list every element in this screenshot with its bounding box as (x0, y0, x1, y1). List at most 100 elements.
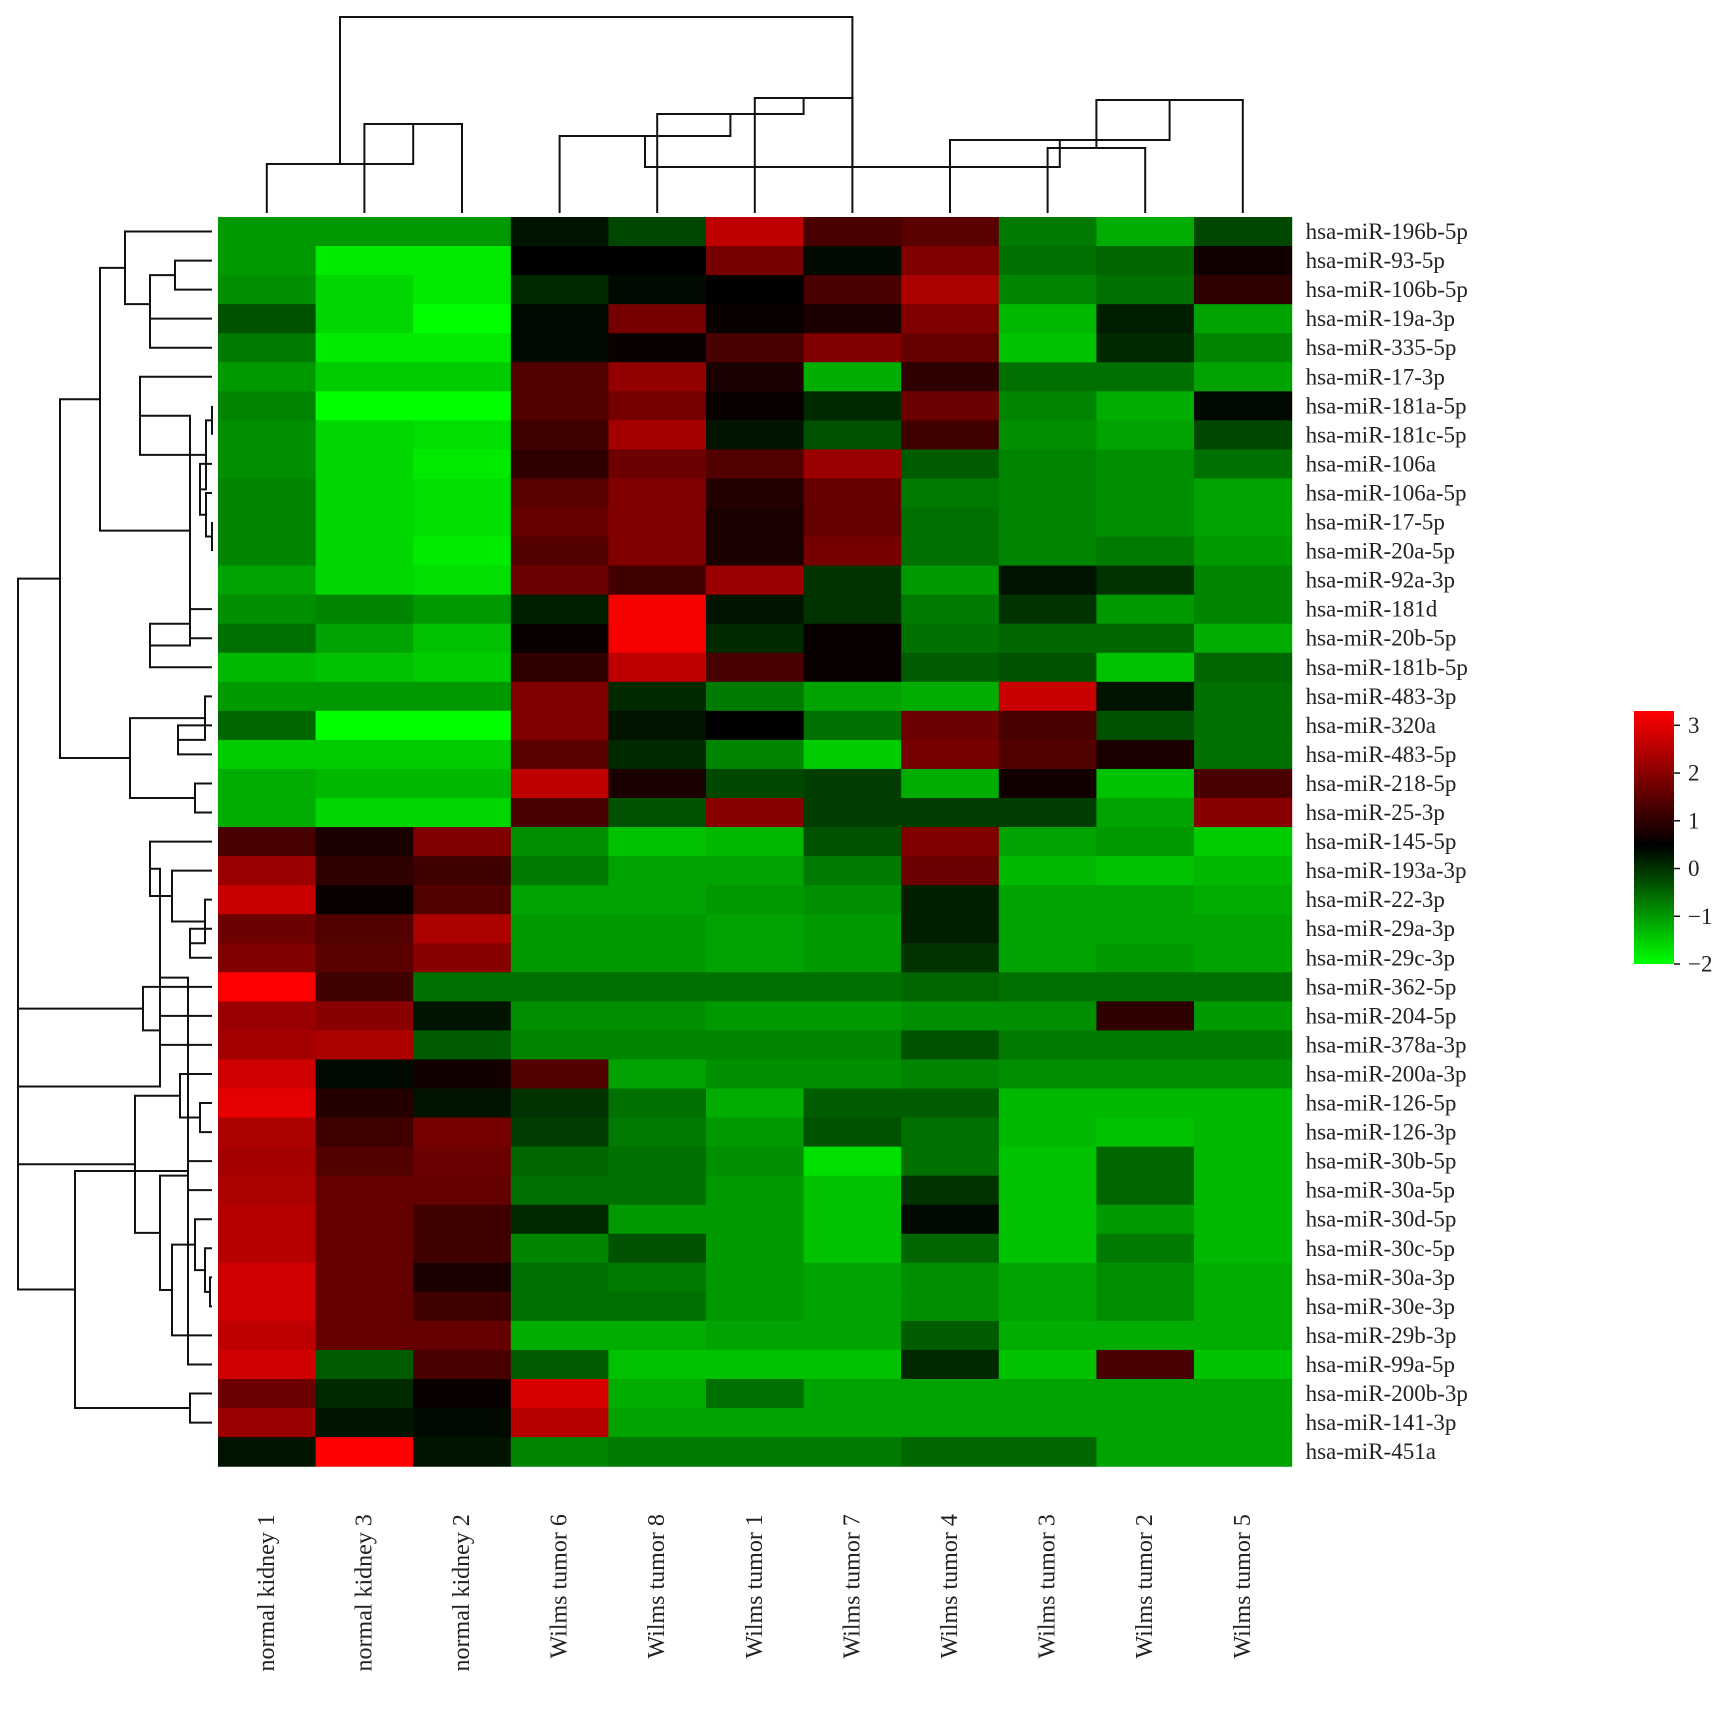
heatmap-cell (510, 594, 609, 625)
heatmap-cell (706, 275, 805, 305)
heatmap-cell (413, 1146, 512, 1177)
heatmap-cell (803, 943, 902, 973)
heatmap-cell (1096, 914, 1195, 944)
heatmap-cell (998, 1204, 1097, 1235)
heatmap-cell (413, 304, 512, 334)
heatmap-cell (1194, 972, 1293, 1002)
heatmap-cell (998, 565, 1097, 596)
row-label: hsa-miR-17-3p (1306, 364, 1445, 389)
heatmap-cell (1194, 1437, 1293, 1467)
heatmap-cell (218, 1059, 317, 1090)
heatmap-cell (998, 768, 1097, 799)
heatmap-cell (901, 333, 1000, 363)
heatmap-cell (803, 565, 902, 596)
column-label: Wilms tumor 5 (1230, 1514, 1256, 1658)
heatmap-cell (706, 798, 805, 828)
heatmap-cell (413, 507, 512, 538)
heatmap-cell (608, 856, 707, 886)
heatmap-cell (413, 1379, 512, 1409)
heatmap-cell (1194, 856, 1293, 886)
heatmap-cell (803, 1349, 902, 1380)
heatmap-cell (901, 246, 1000, 276)
heatmap-cell (1096, 536, 1195, 567)
heatmap-cell (706, 1291, 805, 1322)
heatmap-cell (608, 1001, 707, 1031)
heatmap-cell (1194, 275, 1293, 305)
heatmap-cell (608, 246, 707, 276)
heatmap-cell (315, 1175, 414, 1206)
heatmap-cell (218, 827, 317, 857)
heatmap-cell (510, 1175, 609, 1206)
column-label: Wilms tumor 2 (1132, 1514, 1158, 1658)
heatmap-cell (1096, 681, 1195, 712)
heatmap-cell (218, 1408, 317, 1438)
heatmap-cell (608, 1408, 707, 1438)
heatmap-cell (1096, 362, 1195, 392)
heatmap-cell (901, 275, 1000, 305)
heatmap-cell (608, 798, 707, 828)
heatmap-cell (510, 478, 609, 509)
heatmap-cell (1096, 972, 1195, 1002)
heatmap-cell (1194, 827, 1293, 857)
legend-tick-label: −1 (1688, 904, 1712, 929)
dendrogram-branch (17, 577, 75, 1291)
heatmap-cell (706, 304, 805, 334)
heatmap-cell (803, 1059, 902, 1090)
heatmap-cell (901, 710, 1000, 741)
heatmap-cell (608, 304, 707, 334)
heatmap-cell (315, 1001, 414, 1031)
row-label: hsa-miR-218-5p (1306, 771, 1457, 796)
heatmap-cell (413, 1204, 512, 1235)
heatmap-cell (413, 594, 512, 625)
heatmap-cell (1194, 391, 1293, 421)
heatmap-cell (901, 681, 1000, 712)
heatmap-cell (510, 1379, 609, 1409)
heatmap-cell (901, 1146, 1000, 1177)
heatmap-cell (998, 507, 1097, 538)
dendrogram-branch (199, 1102, 212, 1134)
row-label: hsa-miR-200a-3p (1306, 1061, 1467, 1086)
column-label: Wilms tumor 3 (1035, 1514, 1061, 1658)
heatmap-cell (413, 1117, 512, 1148)
legend-tick-label: −2 (1688, 952, 1712, 977)
heatmap-cell (510, 1320, 609, 1351)
heatmap-cell (315, 623, 414, 654)
heatmap-cell (706, 623, 805, 654)
heatmap-cell (315, 1146, 414, 1177)
heatmap-cell (901, 1437, 1000, 1467)
column-dendrogram (265, 16, 1244, 213)
dendrogram-branch (1046, 147, 1147, 213)
heatmap-cell (315, 652, 414, 683)
heatmap-cell (510, 304, 609, 334)
heatmap-cell (1096, 1088, 1195, 1119)
heatmap-cell (608, 1117, 707, 1148)
heatmap-cell (706, 681, 805, 712)
heatmap-cell (510, 391, 609, 421)
legend-color-bar (1634, 711, 1674, 964)
heatmap-cell (413, 333, 512, 363)
heatmap-cell (413, 972, 512, 1002)
heatmap-cell (998, 217, 1097, 247)
heatmap-cell (706, 217, 805, 247)
heatmap-cell (510, 827, 609, 857)
heatmap-cell (1194, 1117, 1293, 1148)
heatmap-cell (218, 914, 317, 944)
heatmap-cell (901, 1030, 1000, 1061)
heatmap-cell (998, 1437, 1097, 1467)
heatmap-cell (608, 1175, 707, 1206)
heatmap-cell (315, 420, 414, 450)
row-label: hsa-miR-29b-3p (1306, 1323, 1457, 1348)
heatmap-cell (998, 1291, 1097, 1322)
dendrogram-branch (159, 1014, 212, 1046)
heatmap-cell (510, 623, 609, 654)
heatmap-cell (803, 304, 902, 334)
heatmap-cell (706, 1117, 805, 1148)
heatmap-cell (998, 333, 1097, 363)
heatmap-cell (413, 914, 512, 944)
heatmap-cell (218, 1379, 317, 1409)
heatmap-cell (608, 1262, 707, 1293)
heatmap-cell (413, 652, 512, 683)
heatmap-cell (803, 217, 902, 247)
legend-tick-label: 1 (1688, 808, 1700, 833)
